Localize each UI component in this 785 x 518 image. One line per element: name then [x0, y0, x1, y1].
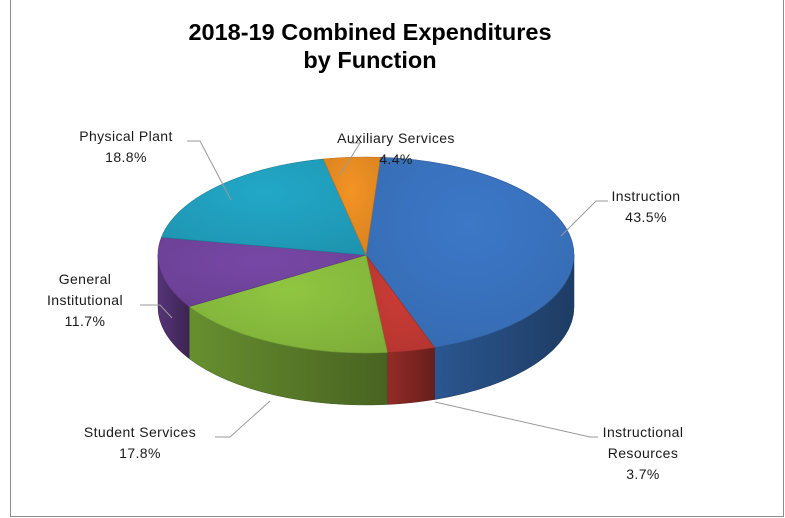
data-label-physical-plant: Physical Plant 18.8%	[79, 128, 173, 165]
pie-slice-physical-plant	[160, 158, 367, 256]
data-label-general-institutional: General Institutional 11.7%	[47, 271, 123, 329]
chart-frame	[10, 0, 784, 517]
pie-data-labels: Instruction 43.5% Instructional Resources 3.…	[47, 128, 683, 482]
pie-slice-student-services	[188, 254, 388, 354]
pie-top-faces	[157, 156, 575, 354]
leader-line-student-services	[215, 400, 271, 438]
pie-slice-instruction	[365, 156, 575, 348]
pie-side-walls	[157, 254, 575, 406]
leader-line-auxiliary-services	[339, 142, 361, 176]
leader-line-instructional-resources	[434, 401, 598, 438]
pie-side-instructional-resources	[387, 347, 435, 405]
chart-title-line1: 2018-19 Combined Expenditures	[188, 19, 552, 45]
data-label-student-services: Student Services 17.8%	[84, 424, 196, 461]
leader-line-instruction	[560, 200, 608, 237]
data-label-auxiliary-services: Auxiliary Services 4.4%	[337, 130, 455, 167]
leader-line-general-institutional	[140, 304, 173, 319]
chart-title: 2018-19 Combined Expenditures by Functio…	[160, 18, 580, 74]
pie-slice-general-institutional	[157, 236, 367, 307]
data-label-instructional-resources: Instructional Resources 3.7%	[603, 424, 684, 482]
leader-line-physical-plant	[187, 140, 232, 201]
pie-slice-auxiliary-services	[322, 156, 381, 257]
chart-title-line2: by Function	[303, 47, 437, 73]
data-label-instruction: Instruction 43.5%	[612, 188, 681, 225]
